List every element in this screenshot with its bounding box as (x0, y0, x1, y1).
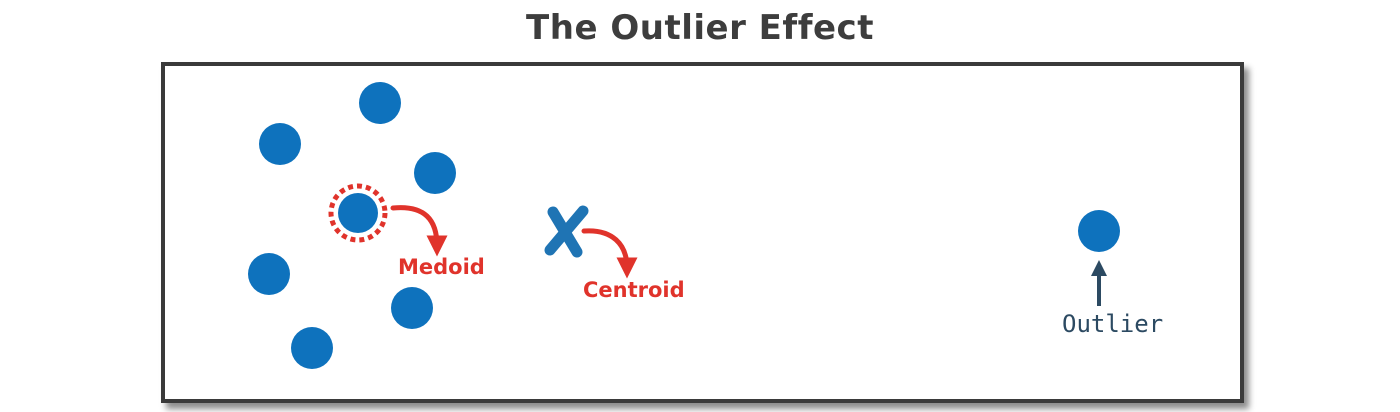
cluster-point (248, 253, 290, 295)
cluster-point (291, 327, 333, 369)
diagram-title: The Outlier Effect (526, 8, 874, 48)
outlier-label: Outlier (1062, 310, 1164, 338)
diagram-frame (161, 62, 1244, 403)
x-mark-icon (544, 205, 589, 258)
medoid-marker (328, 183, 388, 243)
cluster-point (359, 82, 401, 124)
cluster-point (391, 287, 433, 329)
centroid-arrow-icon (581, 228, 638, 279)
cluster-point (414, 152, 456, 194)
centroid-label: Centroid (583, 278, 685, 302)
outlier-point (1078, 210, 1120, 252)
dashed-ring-icon (328, 183, 388, 243)
medoid-label: Medoid (398, 255, 485, 279)
cluster-points (248, 82, 456, 369)
cluster-point (259, 123, 301, 165)
medoid-arrow-icon (390, 205, 448, 257)
medoid-point (338, 193, 378, 233)
